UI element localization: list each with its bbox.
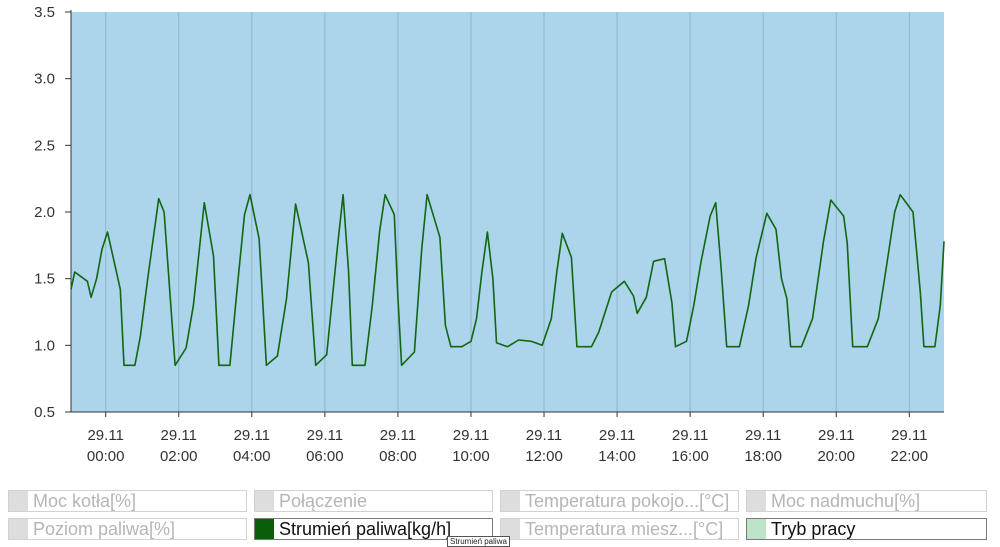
x-tick-date-label: 29.11 (526, 427, 562, 444)
legend-label: Moc nadmuchu[%] (771, 491, 921, 511)
legend-swatch (501, 519, 520, 539)
x-tick-time-label: 18:00 (744, 448, 782, 465)
x-tick-date-label: 29.11 (161, 427, 197, 444)
legend-swatch (9, 491, 28, 511)
legend-label: Moc kotła[%] (33, 491, 137, 511)
x-tick-date-label: 29.11 (87, 427, 123, 444)
x-tick-date-label: 29.11 (234, 427, 270, 444)
fuel-flow-line-chart: 0.5 1.0 1.5 2.0 2.5 3.0 3.5 29.11 00:00 29.11 02:0… (34, 4, 945, 465)
legend-label: Tryb pracy (771, 519, 856, 539)
x-tick-date-label: 29.11 (453, 427, 489, 444)
legend-label: Połączenie (279, 491, 368, 511)
legend-label: Poziom paliwa[%] (33, 519, 176, 539)
series-line-fuel-flow (70, 193, 945, 367)
y-tick-label: 3.0 (34, 71, 55, 88)
x-tick-time-label: 00:00 (87, 448, 125, 465)
legend-item[interactable]: Temperatura miesz...[°C] (500, 518, 739, 540)
x-tick-date-label: 29.11 (745, 427, 781, 444)
legend-label: Temperatura miesz...[°C] (525, 519, 724, 539)
y-tick-label: 1.0 (34, 337, 55, 354)
x-tick-date-label: 29.11 (891, 427, 927, 444)
legend-swatch (747, 519, 766, 539)
x-tick-date-label: 29.11 (599, 427, 635, 444)
legend-item[interactable]: Moc kotła[%] (8, 490, 247, 512)
x-tick-date-label: 29.11 (818, 427, 854, 444)
legend-tooltip: Strumień paliwa (447, 536, 510, 547)
x-tick-time-label: 10:00 (452, 448, 490, 465)
legend-swatch (255, 519, 274, 539)
x-tick-date-label: 29.11 (307, 427, 343, 444)
y-tick-label: 2.5 (34, 137, 55, 154)
x-tick-date-label: 29.11 (380, 427, 416, 444)
x-tick-date-label: 29.11 (672, 427, 708, 444)
x-tick-time-label: 20:00 (817, 448, 855, 465)
legend-item[interactable]: Połączenie (254, 490, 493, 512)
x-tick-time-label: 16:00 (671, 448, 709, 465)
x-tick-time-label: 02:00 (160, 448, 198, 465)
chart-area: 0.5 1.0 1.5 2.0 2.5 3.0 3.5 29.11 00:00 29.11 02:0… (34, 4, 945, 465)
y-tick-label: 2.0 (34, 204, 55, 221)
y-tick-label: 0.5 (34, 404, 55, 421)
legend-item[interactable]: Tryb pracy (746, 518, 987, 540)
legend-swatch (9, 519, 28, 539)
legend-swatch (747, 491, 766, 511)
x-tick-time-label: 14:00 (598, 448, 636, 465)
legend-swatch (255, 491, 274, 511)
x-tick-time-label: 06:00 (306, 448, 344, 465)
x-tick-time-label: 08:00 (379, 448, 417, 465)
y-tick-label: 1.5 (34, 271, 55, 288)
y-tick-label: 3.5 (34, 4, 55, 21)
legend-label: Temperatura pokojo...[°C] (525, 491, 730, 511)
legend-label: Strumień paliwa[kg/h] (279, 519, 452, 539)
legend-swatch (501, 491, 520, 511)
legend-item[interactable]: Poziom paliwa[%] (8, 518, 247, 540)
x-tick-time-label: 04:00 (233, 448, 271, 465)
legend-item[interactable]: Strumień paliwa[kg/h] (254, 518, 493, 540)
x-tick-time-label: 12:00 (525, 448, 563, 465)
legend-item[interactable]: Moc nadmuchu[%] (746, 490, 987, 512)
plot-background (71, 12, 944, 412)
legend-item[interactable]: Temperatura pokojo...[°C] (500, 490, 739, 512)
x-tick-time-label: 22:00 (891, 448, 929, 465)
